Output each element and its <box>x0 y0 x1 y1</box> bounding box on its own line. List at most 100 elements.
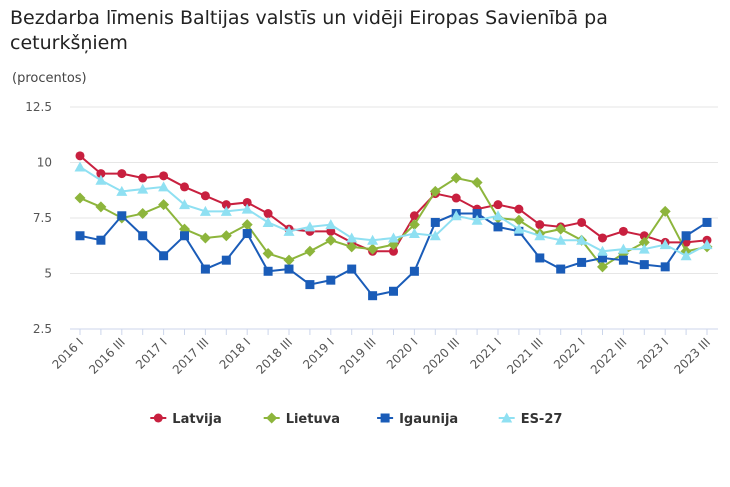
marker <box>597 261 608 273</box>
marker <box>659 239 671 250</box>
marker <box>158 181 170 192</box>
marker <box>409 211 419 221</box>
marker <box>389 246 398 256</box>
marker <box>408 228 420 239</box>
marker <box>535 253 545 263</box>
marker <box>471 176 483 188</box>
y-tick-label: 10 <box>37 156 52 170</box>
marker <box>305 280 315 290</box>
marker <box>367 234 379 245</box>
marker <box>304 245 316 257</box>
marker <box>241 219 253 231</box>
marker <box>200 191 210 201</box>
marker <box>680 250 692 261</box>
x-tick-label: 2021 III <box>504 335 546 377</box>
marker <box>534 230 546 241</box>
marker <box>325 234 337 246</box>
marker <box>472 209 482 219</box>
marker <box>200 264 210 274</box>
marker <box>450 172 462 184</box>
marker <box>262 248 274 260</box>
x-tick-label: 2016 I <box>49 335 86 372</box>
marker <box>513 223 525 234</box>
x-tick-label: 2020 III <box>421 335 463 377</box>
marker <box>266 412 278 424</box>
x-tick-label: 2021 I <box>467 335 504 372</box>
marker <box>450 210 462 221</box>
marker <box>408 219 420 231</box>
marker <box>199 205 211 216</box>
marker <box>617 243 629 254</box>
marker <box>493 222 503 232</box>
marker <box>681 231 691 241</box>
subtitle: (procentos) <box>12 71 87 86</box>
marker <box>180 182 189 192</box>
x-tick-label: 2019 I <box>300 335 337 372</box>
marker <box>221 255 231 265</box>
y-tick-label: 7.5 <box>33 211 52 225</box>
marker <box>75 231 85 241</box>
marker <box>598 253 607 263</box>
marker <box>138 231 148 241</box>
chart-title: Bezdarba līmenis Baltijas valstīs un vid… <box>10 7 608 54</box>
marker <box>262 216 274 227</box>
marker <box>220 205 232 216</box>
legend-item: Lietuva <box>263 412 340 427</box>
marker <box>242 197 252 207</box>
marker <box>326 275 336 285</box>
marker <box>96 169 106 179</box>
x-tick-label: 2019 III <box>337 335 379 377</box>
marker <box>576 234 588 245</box>
marker <box>659 205 671 217</box>
marker <box>493 200 503 210</box>
y-tick-label: 2.5 <box>33 322 52 336</box>
marker <box>367 243 379 255</box>
x-tick-label: 2022 I <box>551 335 588 372</box>
marker <box>471 214 483 225</box>
marker <box>380 413 390 423</box>
marker <box>284 264 294 274</box>
y-tick-label: 5 <box>44 267 52 281</box>
marker <box>618 226 628 236</box>
marker <box>501 412 513 423</box>
marker <box>220 230 232 242</box>
marker <box>429 230 441 241</box>
marker <box>199 232 211 244</box>
legend-item: Igaunija <box>377 412 458 427</box>
marker <box>159 171 169 181</box>
marker <box>701 239 713 250</box>
marker <box>618 255 628 265</box>
marker <box>96 235 106 245</box>
marker <box>95 201 107 213</box>
x-tick-label: 2022 III <box>588 335 630 377</box>
marker <box>514 204 524 214</box>
x-tick-label: 2018 I <box>217 335 254 372</box>
marker <box>283 254 295 266</box>
marker <box>346 232 358 243</box>
marker <box>347 264 357 274</box>
x-tick-label: 2023 I <box>635 335 672 372</box>
legend-item: Latvija <box>150 412 222 427</box>
marker <box>556 264 566 274</box>
marker <box>638 243 650 254</box>
marker <box>638 236 650 248</box>
marker <box>346 241 358 253</box>
marker <box>660 262 670 272</box>
marker <box>598 233 607 243</box>
marker <box>577 257 587 267</box>
marker <box>555 234 567 245</box>
marker <box>137 208 149 220</box>
marker <box>451 193 461 203</box>
marker <box>368 291 378 301</box>
marker <box>158 199 170 211</box>
marker <box>325 219 337 230</box>
marker <box>117 169 127 179</box>
marker <box>388 232 399 243</box>
marker <box>75 151 85 161</box>
marker <box>597 245 608 256</box>
marker <box>702 217 712 227</box>
x-tick-label: 2016 III <box>86 335 128 377</box>
marker <box>180 231 189 241</box>
